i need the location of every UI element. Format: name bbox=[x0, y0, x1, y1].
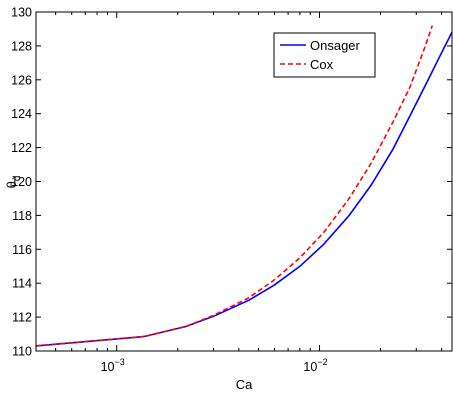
y-tick-label: 130 bbox=[11, 6, 32, 20]
y-tick-label: 120 bbox=[11, 175, 32, 189]
y-tick-label: 116 bbox=[12, 243, 32, 257]
y-tick-label: 110 bbox=[12, 345, 32, 359]
plot-area bbox=[36, 12, 452, 351]
x-axis-label: Ca bbox=[236, 377, 253, 392]
y-tick-label: 122 bbox=[11, 141, 32, 155]
y-tick-label: 124 bbox=[11, 107, 32, 121]
y-tick-label: 128 bbox=[11, 39, 32, 53]
y-axis-label-main: θ bbox=[4, 181, 19, 188]
y-tick-label: 112 bbox=[12, 311, 32, 325]
y-axis-label: θd bbox=[4, 176, 23, 189]
legend-label-onsager: Onsager bbox=[310, 38, 361, 53]
legend-box bbox=[273, 32, 376, 78]
y-tick-label: 114 bbox=[12, 277, 32, 291]
label-layer: 110 112 114 116 118 120 122 124 126 128 130 10−3 10−… bbox=[11, 6, 327, 375]
legend-label-cox: Cox bbox=[310, 57, 334, 72]
x-tick-label: 10−3 bbox=[101, 357, 125, 374]
legend: Onsager Cox bbox=[273, 32, 376, 78]
y-tick-label: 126 bbox=[11, 73, 32, 87]
x-tick-label: 10−2 bbox=[303, 357, 327, 374]
series-layer bbox=[35, 25, 453, 347]
svg-text:θd: θd bbox=[4, 176, 23, 189]
y-tick-label: 118 bbox=[12, 209, 32, 223]
series-line-cox bbox=[35, 25, 434, 347]
plot-frame bbox=[35, 11, 453, 352]
y-axis-label-subscript: d bbox=[12, 176, 23, 182]
